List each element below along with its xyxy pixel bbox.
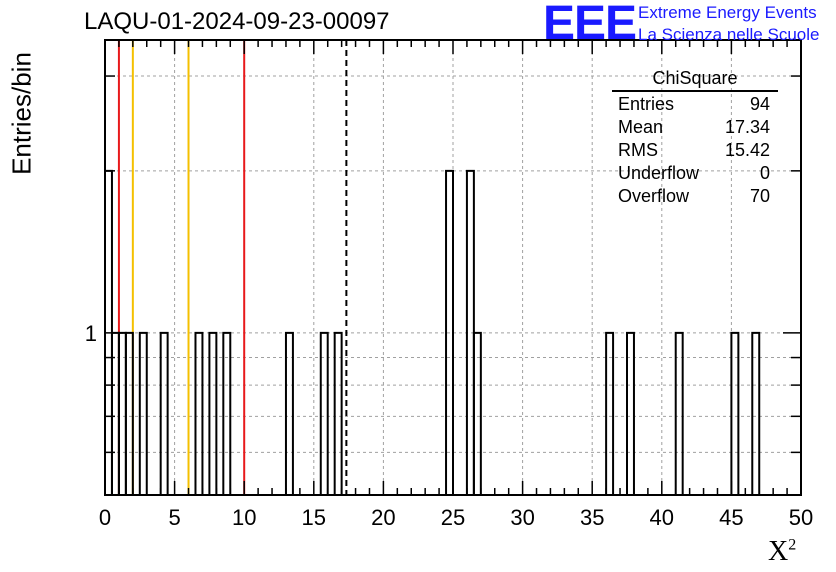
histogram-bar xyxy=(730,331,740,495)
stats-row-rms: RMS 15.42 xyxy=(612,140,778,163)
histogram-bar xyxy=(124,331,134,495)
histogram-bar xyxy=(626,331,635,495)
stats-value: 0 xyxy=(759,163,770,183)
histogram-bar xyxy=(194,331,204,495)
stats-row-entries: Entries 94 xyxy=(612,94,778,117)
histogram-bar xyxy=(319,331,329,495)
eee-logo: EEE xyxy=(543,0,637,50)
stats-box: ChiSquare Entries 94 Mean 17.34 RMS 15.4… xyxy=(612,68,778,209)
stats-box-title: ChiSquare xyxy=(612,68,778,92)
stats-label: Overflow xyxy=(618,186,690,206)
x-tick-label: 0 xyxy=(99,505,111,530)
histogram-bar xyxy=(751,331,761,495)
stats-label: RMS xyxy=(618,140,658,160)
stats-label: Mean xyxy=(618,117,664,137)
x-tick-label: 10 xyxy=(232,505,256,530)
histogram-bar xyxy=(284,331,294,495)
x-tick-label: 15 xyxy=(302,505,326,530)
x-tick-label: 50 xyxy=(789,505,813,530)
stats-row-mean: Mean 17.34 xyxy=(612,117,778,140)
x-tick-label: 20 xyxy=(371,505,395,530)
x-tick-label: 40 xyxy=(650,505,674,530)
stats-label: Underflow xyxy=(618,163,700,183)
histogram-bar xyxy=(472,331,482,495)
histogram-bar xyxy=(674,331,684,495)
stats-value: 70 xyxy=(749,186,770,206)
stats-row-underflow: Underflow 0 xyxy=(612,163,778,186)
x-tick-label: 25 xyxy=(441,505,465,530)
stats-value: 94 xyxy=(749,94,770,114)
histogram-bar xyxy=(333,331,343,495)
stats-label: Entries xyxy=(618,94,675,114)
y-axis-label: Entries/bin xyxy=(6,52,37,175)
chart-title: LAQU-01-2024-09-23-00097 xyxy=(84,8,390,35)
x-tick-label: 45 xyxy=(719,505,743,530)
stats-value: 17.34 xyxy=(724,117,770,137)
y-tick-label: 1 xyxy=(85,321,97,346)
x-axis-label: X2 xyxy=(768,536,797,567)
histogram-bar xyxy=(605,331,615,495)
logo-tagline-2: La Scienza nelle Scuole xyxy=(638,25,820,44)
x-tick-label: 30 xyxy=(510,505,534,530)
stats-row-overflow: Overflow 70 xyxy=(612,186,778,209)
x-tick-label: 5 xyxy=(168,505,180,530)
x-tick-label: 35 xyxy=(580,505,604,530)
histogram-bar xyxy=(222,331,232,495)
histogram-bar xyxy=(445,169,454,495)
stats-value: 15.42 xyxy=(724,140,770,160)
histogram-bar xyxy=(159,331,169,495)
histogram-bar xyxy=(208,331,218,495)
histogram-bar xyxy=(138,331,148,495)
logo-tagline-1: Extreme Energy Events xyxy=(638,3,817,22)
